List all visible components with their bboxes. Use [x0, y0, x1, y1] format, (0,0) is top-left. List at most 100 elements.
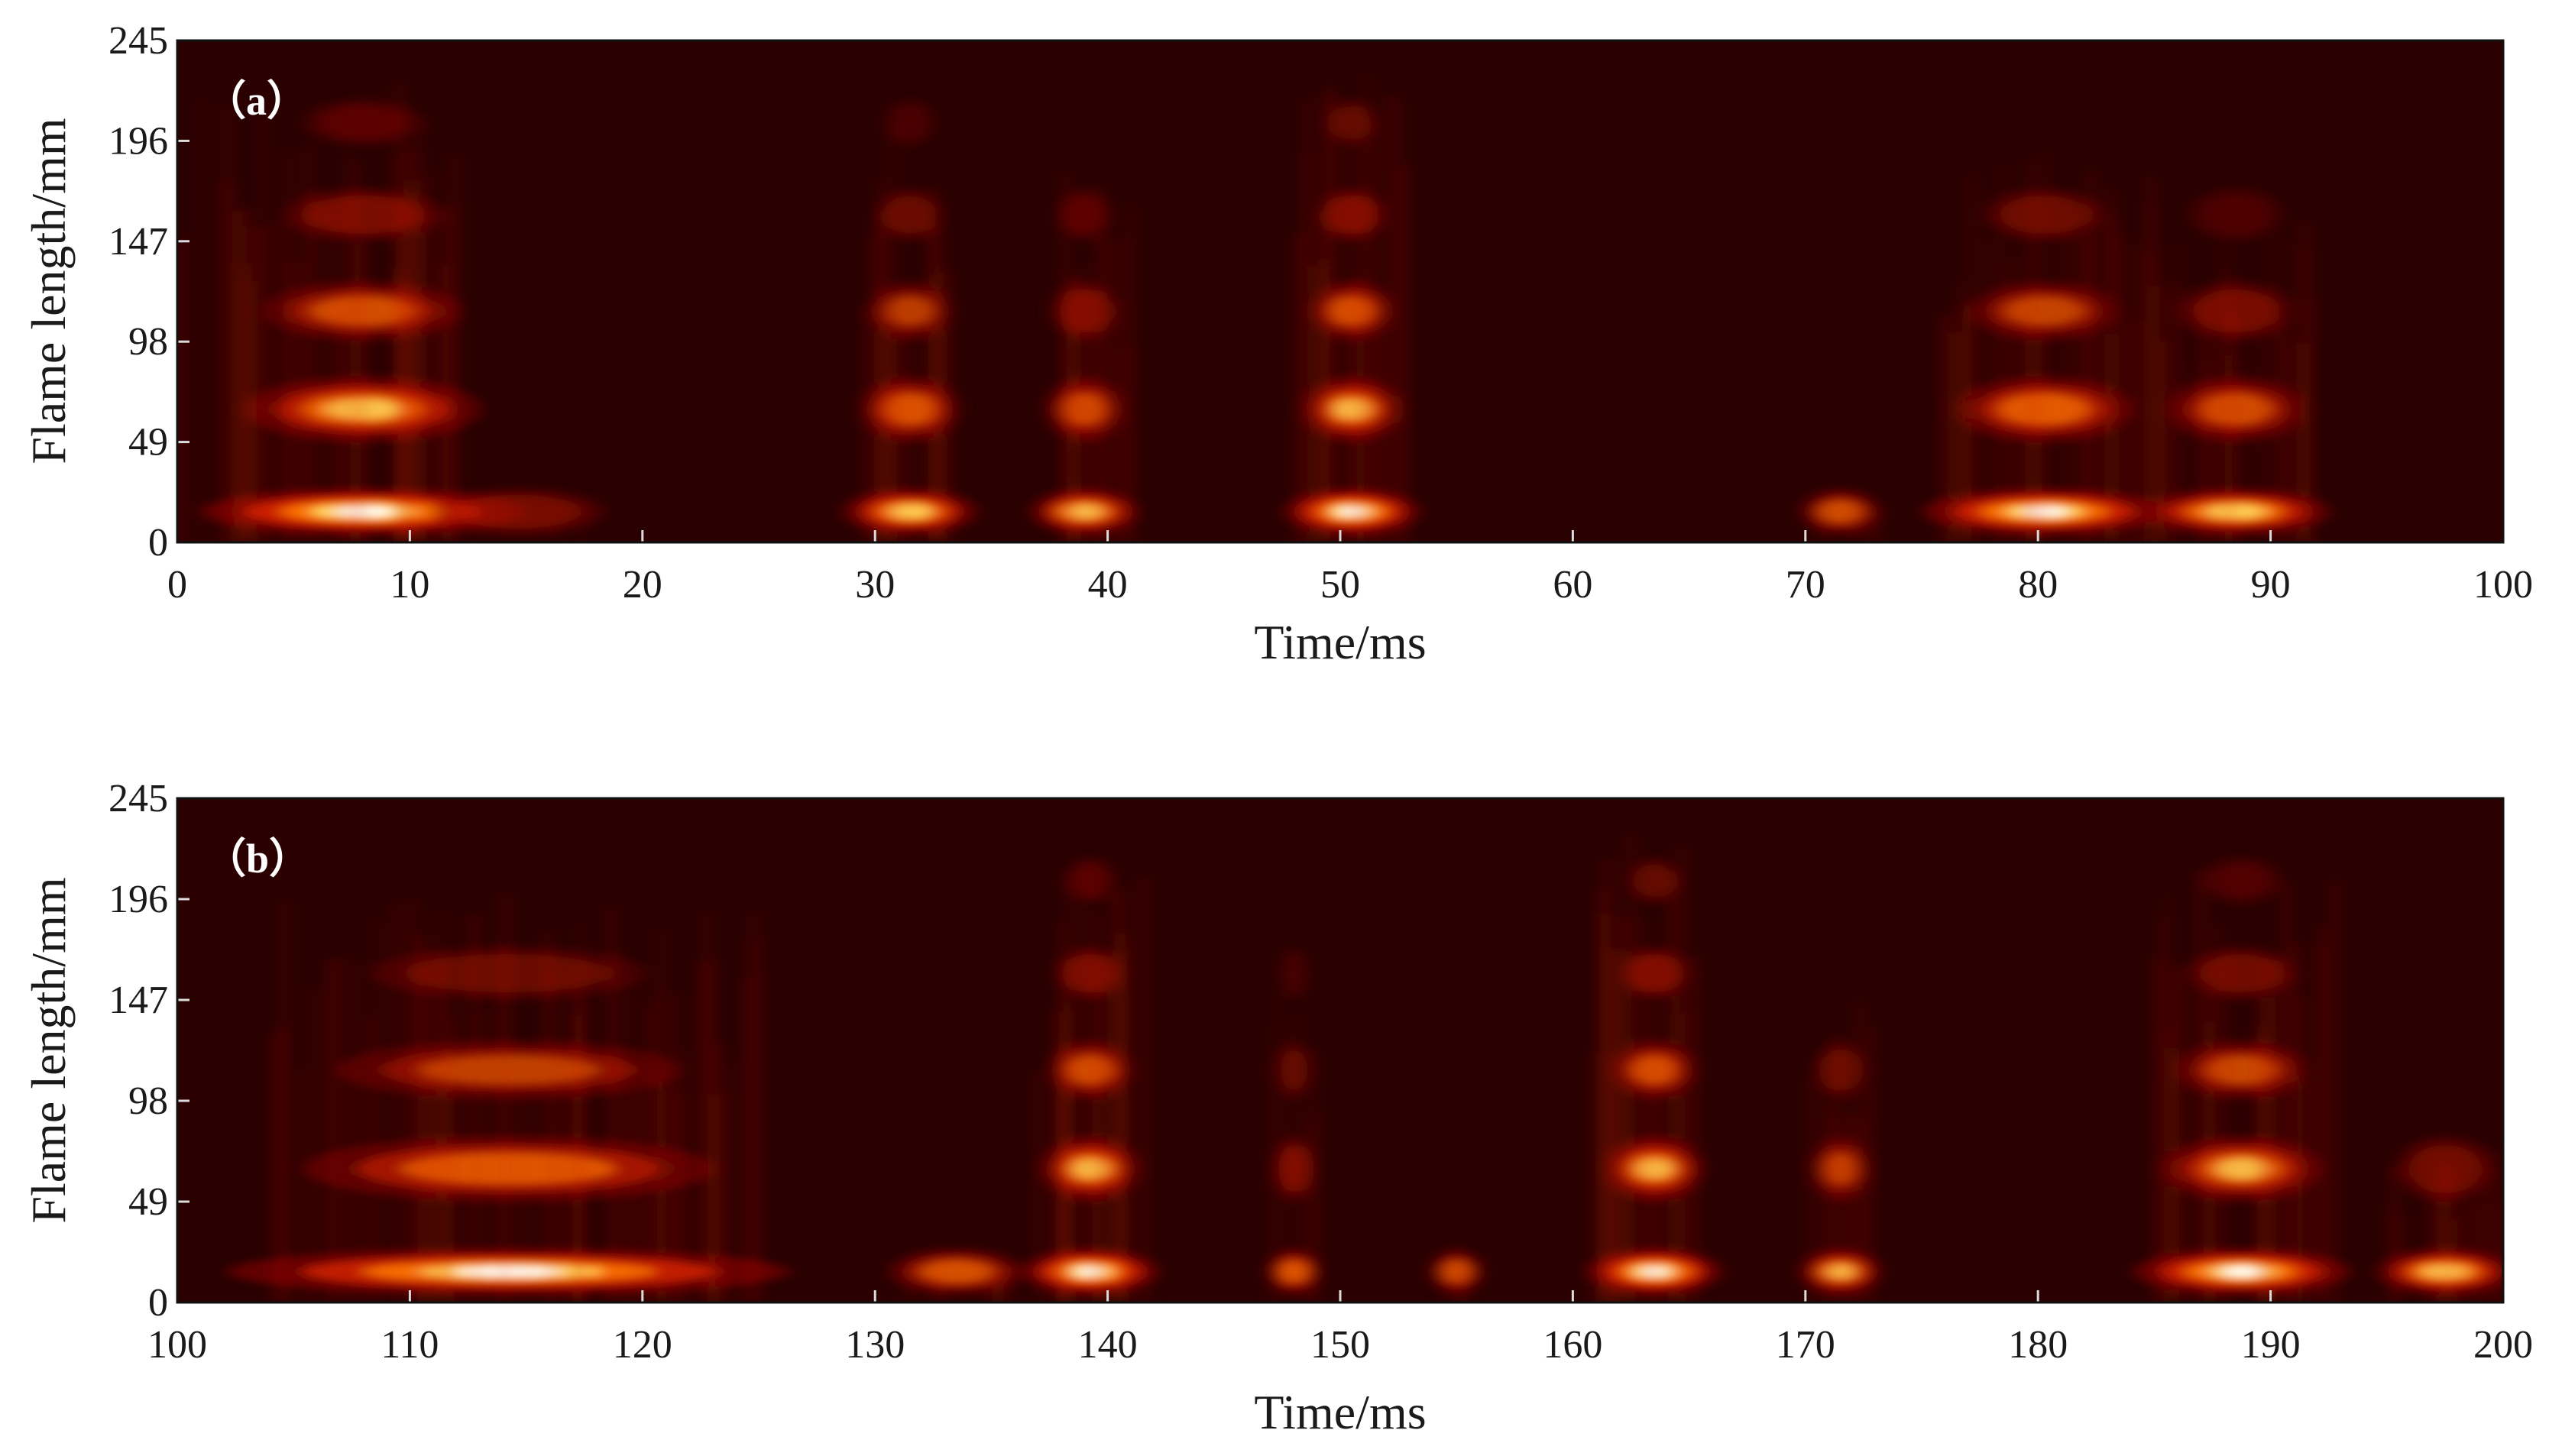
heatmap-streak-b-0-30 — [631, 1092, 635, 1302]
heatmap-streak-a-6-28 — [2131, 320, 2135, 542]
heatmap-streak-b-8-10 — [2437, 1186, 2441, 1302]
heatmap-streak-b-5-7 — [1673, 994, 1677, 1302]
heatmap-streak-b-0-28 — [375, 919, 379, 1302]
heatmap-streak-b-7-0 — [2156, 958, 2160, 1302]
heatmap-streak-a-0-35 — [243, 207, 247, 542]
heatmap-core-b-5-1 — [1637, 1158, 1671, 1179]
heatmap-streak-a-6-8 — [1968, 306, 1972, 542]
heatmap-streak-b-0-40 — [273, 1033, 277, 1302]
heatmap-streak-b-0-23 — [546, 931, 549, 1302]
heatmap-streak-b-0-36 — [483, 1011, 487, 1302]
heatmap-streak-b-1-8 — [999, 1274, 1003, 1302]
heatmap-streak-b-8-0 — [2473, 1202, 2477, 1302]
heatmap-streak-b-2-4 — [1142, 875, 1146, 1302]
heatmap-core-a-2-0 — [887, 504, 932, 519]
heatmap-core-a-7-0 — [2204, 504, 2267, 519]
heatmap-streak-a-7-20 — [2214, 341, 2218, 542]
heatmap-streak-b-1-5 — [910, 1263, 914, 1302]
heatmap-streak-b-7-12 — [2311, 1082, 2314, 1302]
heatmap-streak-a-2-15 — [939, 325, 943, 542]
heatmap-band-a-4-4 — [1333, 105, 1371, 140]
heatmap-peak-a-6 — [2020, 506, 2067, 517]
heatmap-streak-a-3-3 — [1091, 293, 1095, 542]
heatmap-streak-a-1-6 — [487, 508, 491, 542]
heatmap-streak-a-4-4 — [1315, 266, 1319, 542]
heatmap-streak-b-6-9 — [1835, 1033, 1838, 1302]
x-tick-label-b-4: 140 — [1078, 1323, 1138, 1367]
heatmap-streak-a-2-7 — [876, 233, 879, 542]
heatmap-streak-a-0-17 — [287, 150, 290, 542]
heatmap-streak-b-7-4 — [2293, 943, 2297, 1302]
x-tick-label-a-3: 30 — [855, 563, 895, 607]
heatmap-streak-a-7-2 — [2280, 320, 2284, 542]
y-tick-label-a-3: 147 — [109, 220, 168, 264]
heatmap-streak-b-8-11 — [2459, 1184, 2463, 1302]
x-tick-label-b-7: 170 — [1776, 1323, 1835, 1367]
heatmap-streak-a-2-4 — [896, 312, 899, 542]
heatmap-streak-b-4-3 — [1466, 1279, 1469, 1302]
x-axis-ticks-b: 100 110 120 130 140 150 160 170 180 190 200 — [147, 1290, 2533, 1367]
heatmap-streak-b-8-4 — [2428, 1182, 2432, 1302]
x-tick-label-a-8: 80 — [2018, 563, 2058, 607]
heatmap-streak-a-5-0 — [1858, 513, 1861, 542]
heatmap-streak-a-0-18 — [282, 219, 286, 542]
heatmap-streak-a-7-14 — [2172, 280, 2176, 542]
heatmap-streak-b-0-44 — [720, 1094, 724, 1302]
heatmap-streak-b-3-2 — [1273, 1052, 1277, 1302]
heatmap-streak-b-2-11 — [1097, 980, 1101, 1302]
heatmap-streak-b-0-59 — [446, 1053, 450, 1302]
heatmap-streak-b-5-16 — [1599, 890, 1603, 1302]
heatmap-streak-b-8-13 — [2481, 1181, 2485, 1302]
heatmap-core-b-2-1 — [1074, 1158, 1106, 1179]
heatmap-streak-b-1-10 — [989, 1276, 993, 1302]
heatmap-streak-a-3-4 — [1122, 236, 1126, 542]
x-tick-label-b-9: 190 — [2241, 1323, 2301, 1367]
heatmap-streak-a-3-10 — [1128, 204, 1132, 542]
heatmap-streak-b-7-11 — [2166, 895, 2170, 1302]
heatmap-streak-b-0-14 — [303, 1068, 306, 1302]
heatmap-streak-a-4-0 — [1357, 275, 1361, 542]
heatmap-streak-b-0-17 — [649, 1005, 653, 1302]
heatmap-streak-a-6-1 — [1944, 316, 1948, 542]
x-tick-label-a-9: 90 — [2251, 563, 2291, 607]
heatmap-streak-a-0-34 — [199, 96, 203, 542]
heatmap-streak-a-4-13 — [1297, 235, 1300, 542]
heatmap-streak-b-5-9 — [1607, 858, 1611, 1302]
heatmap-hot-b-5-2 — [1633, 1056, 1676, 1084]
heatmap-streak-a-6-23 — [2089, 169, 2093, 542]
heatmap-band-a-0-4 — [319, 105, 407, 140]
heatmap-streak-a-0-1 — [453, 155, 457, 542]
heatmap-streak-b-6-5 — [1869, 1026, 1873, 1302]
x-tick-label-b-5: 150 — [1310, 1323, 1370, 1367]
heatmap-band-a-2-3 — [886, 195, 934, 234]
heatmap-streak-a-0-31 — [397, 83, 400, 542]
heatmap-streak-a-2-1 — [943, 265, 947, 542]
heatmap-band-b-2-4 — [1071, 863, 1109, 898]
heatmap-streak-a-0-24 — [347, 150, 351, 542]
heatmap-streak-a-0-22 — [292, 261, 296, 542]
heatmap-streak-a-6-22 — [1946, 309, 1950, 542]
heatmap-streak-a-6-17 — [1960, 280, 1964, 542]
heatmap-streak-a-0-36 — [262, 113, 266, 542]
heatmap-band-b-3-3 — [1284, 953, 1304, 992]
heatmap-streak-a-7-19 — [2298, 343, 2302, 542]
heatmap-streak-b-7-13 — [2319, 946, 2323, 1302]
heatmap-band-a-1-0 — [453, 494, 582, 529]
heatmap-streak-b-8-1 — [2496, 1168, 2500, 1302]
x-tick-label-a-2: 20 — [623, 563, 662, 607]
heatmap-streak-b-5-15 — [1611, 948, 1615, 1302]
heatmap-streak-a-0-38 — [178, 238, 182, 542]
heatmap-hot-b-7-2 — [2207, 1056, 2276, 1084]
y-axis-label-b: Flame length/mm — [21, 877, 76, 1223]
heatmap-streak-b-0-56 — [634, 1083, 638, 1302]
heatmap-streak-a-4-5 — [1398, 100, 1401, 542]
x-tick-label-a-0: 0 — [167, 563, 187, 607]
heatmap-streak-a-6-27 — [2032, 322, 2036, 542]
heatmap-streak-b-8-6 — [2498, 1204, 2502, 1302]
x-tick-label-a-10: 100 — [2473, 563, 2533, 607]
heatmap-band-b-5-4 — [1636, 863, 1673, 898]
heatmap-streak-b-4-5 — [1458, 1267, 1462, 1302]
heatmap-streak-b-2-15 — [1057, 1012, 1061, 1302]
x-axis-label-a: Time/ms — [1254, 615, 1426, 669]
heatmap-streak-a-1-1 — [544, 504, 548, 542]
